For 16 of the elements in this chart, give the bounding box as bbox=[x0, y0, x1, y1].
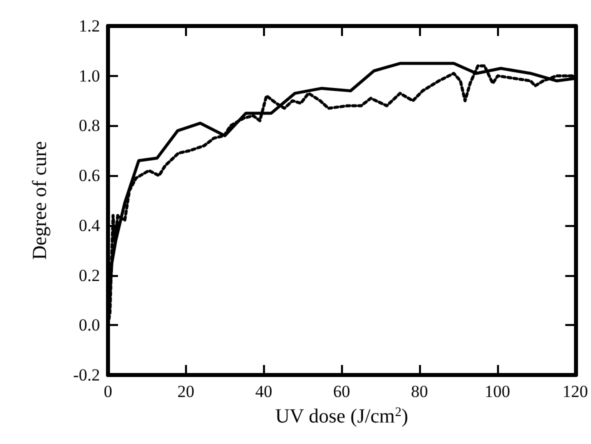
x-tick-label: 120 bbox=[562, 382, 588, 401]
x-tick-label: 0 bbox=[104, 382, 112, 401]
x-tick-label: 20 bbox=[177, 382, 194, 401]
y-tick-label: 0.0 bbox=[78, 316, 100, 335]
y-tick-label: 1.2 bbox=[78, 16, 100, 36]
y-tick-label: 1.0 bbox=[78, 66, 100, 86]
y-tick-label: 0.4 bbox=[78, 216, 100, 235]
x-tick-label: 80 bbox=[411, 382, 428, 401]
x-tick-label: 40 bbox=[255, 382, 272, 401]
y-tick-label: 0.8 bbox=[78, 116, 100, 136]
y-tick-label: -0.2 bbox=[73, 366, 100, 384]
y-axis-title: Degree of cure bbox=[29, 140, 51, 260]
x-tick-label: 60 bbox=[333, 382, 350, 401]
x-tick-label: 100 bbox=[484, 382, 510, 401]
y-tick-label: 0.6 bbox=[78, 166, 100, 186]
y-tick-label: 0.2 bbox=[78, 266, 100, 285]
